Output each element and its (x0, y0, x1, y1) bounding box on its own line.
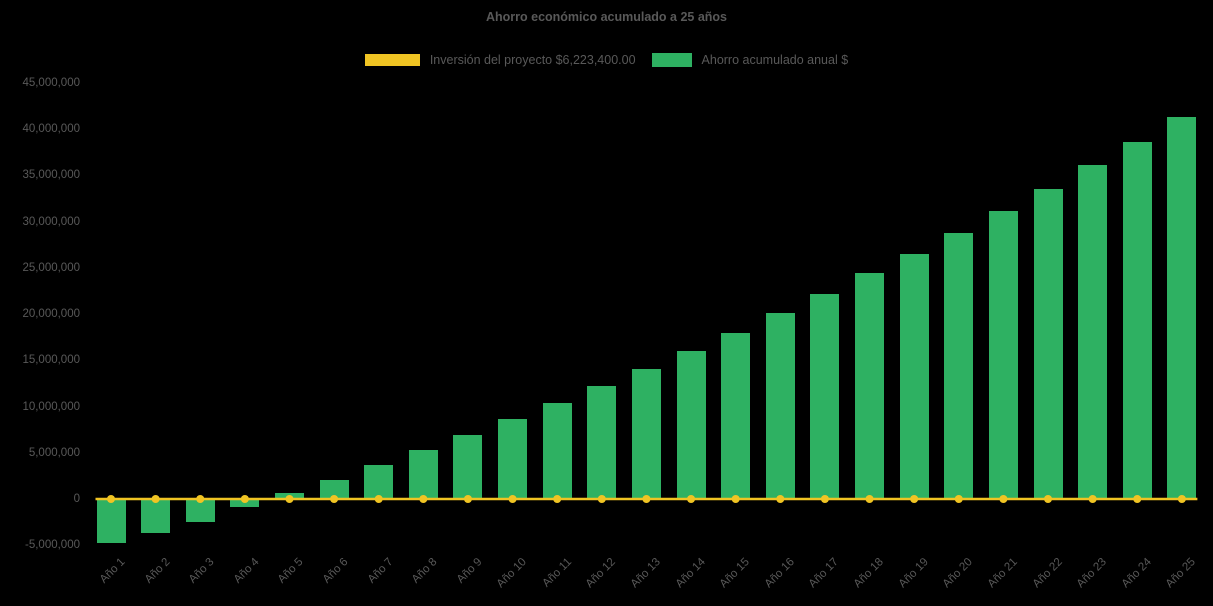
bar-year-10 (498, 419, 528, 499)
x-axis-tick-label: Año 9 (454, 556, 485, 586)
bar-year-23 (1078, 165, 1108, 499)
y-axis-tick-label: 20,000,000 (22, 308, 80, 321)
y-axis-tick-label: 0 (73, 493, 80, 505)
x-axis-tick-label: Año 6 (320, 556, 351, 586)
x-axis-tick-label: Año 14 (673, 556, 708, 591)
legend-swatch-savings-bar (651, 53, 692, 67)
bar-year-7 (364, 464, 394, 499)
bar-year-3 (185, 499, 215, 523)
bar-year-16 (765, 313, 795, 499)
x-axis-tick-label: Año 11 (540, 556, 574, 590)
bar-year-24 (1122, 142, 1152, 499)
x-axis-tick-label: Año 16 (762, 556, 797, 591)
legend-item-savings: Ahorro acumulado anual $ (651, 53, 849, 67)
bar-year-18 (855, 273, 885, 499)
bar-year-12 (587, 386, 617, 499)
legend: Inversión del proyecto $6,223,400.00 Aho… (0, 53, 1213, 67)
bar-year-17 (810, 293, 840, 499)
y-axis-tick-label: 40,000,000 (22, 123, 80, 136)
bar-year-15 (721, 332, 751, 499)
bar-year-5 (274, 493, 304, 499)
bar-year-11 (542, 402, 572, 499)
chart-title: Ahorro económico acumulado a 25 años (485, 10, 728, 24)
bar-year-6 (319, 479, 349, 499)
bar-year-8 (408, 450, 438, 499)
bar-year-2 (141, 499, 171, 534)
x-axis-tick-label: Año 15 (717, 556, 753, 591)
bar-year-13 (631, 368, 661, 499)
legend-swatch-investment-line (364, 54, 420, 66)
bar-year-21 (988, 211, 1018, 499)
x-axis-tick-label: Año 24 (1119, 556, 1154, 591)
y-axis-tick-label: 25,000,000 (22, 261, 80, 274)
x-axis-tick-label: Año 10 (494, 556, 530, 591)
y-axis-tick-label: -5,000,000 (25, 539, 80, 552)
legend-label-savings: Ahorro acumulado anual $ (701, 53, 849, 67)
bar-year-4 (230, 499, 260, 508)
x-axis-tick-label: Año 19 (896, 556, 931, 591)
legend-label-investment: Inversión del proyecto $6,223,400.00 (429, 53, 636, 67)
x-axis-tick-label: Año 1 (97, 556, 128, 586)
bar-year-25 (1167, 117, 1197, 499)
legend-item-investment: Inversión del proyecto $6,223,400.00 (364, 53, 636, 67)
y-axis-tick-label: 5,000,000 (28, 446, 80, 459)
bar-year-19 (899, 254, 929, 499)
x-axis-tick-label: Año 3 (186, 556, 217, 586)
x-axis-tick-label: Año 5 (276, 556, 306, 586)
x-axis-tick-label: Año 21 (985, 556, 1020, 591)
y-axis-tick-label: 30,000,000 (22, 215, 80, 228)
bar-year-1 (96, 499, 126, 544)
bar-year-14 (676, 351, 706, 499)
x-axis-tick-label: Año 18 (851, 556, 887, 591)
x-axis-tick-label: Año 2 (142, 556, 173, 586)
y-axis-tick-label: 45,000,000 (22, 77, 80, 89)
x-axis-tick-label: Año 17 (807, 556, 842, 591)
bar-year-22 (1033, 189, 1063, 499)
x-axis-tick-label: Año 4 (231, 556, 262, 586)
y-axis-tick-label: 35,000,000 (22, 169, 80, 182)
x-axis-tick-label: Año 7 (365, 556, 396, 586)
y-axis-tick-label: 15,000,000 (22, 354, 80, 367)
y-axis-tick-label: 10,000,000 (22, 400, 80, 413)
x-axis-tick-label: Año 12 (584, 556, 619, 591)
x-axis-tick-label: Año 22 (1030, 556, 1065, 591)
x-axis-tick-label: Año 25 (1164, 556, 1199, 591)
x-axis-tick-label: Año 20 (941, 556, 976, 591)
x-axis-tick-label: Año 23 (1074, 556, 1110, 591)
bar-year-9 (453, 435, 483, 499)
x-axis-tick-label: Año 8 (410, 556, 440, 586)
x-axis-tick-label: Año 13 (628, 556, 663, 591)
bar-year-20 (944, 232, 974, 499)
